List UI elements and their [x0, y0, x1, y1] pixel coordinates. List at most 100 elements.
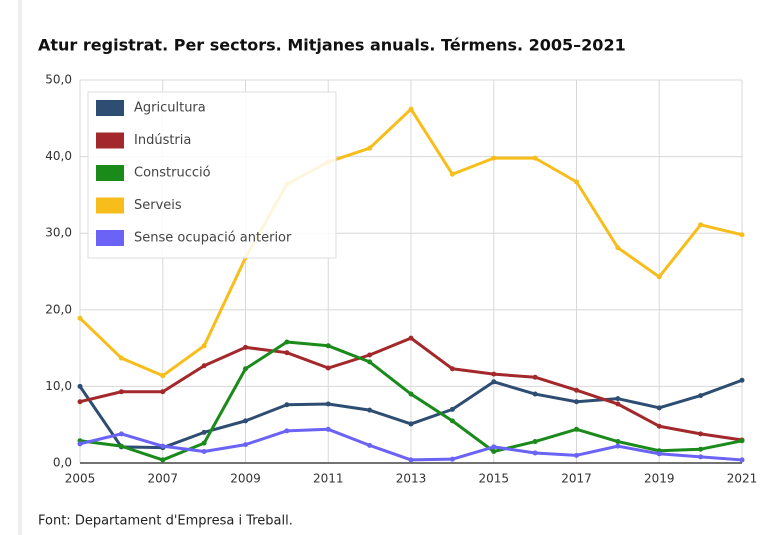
point: [201, 343, 207, 349]
point: [325, 401, 331, 407]
point: [77, 383, 83, 389]
point: [367, 359, 373, 365]
x-tick-label: 2015: [478, 472, 509, 486]
y-tick-label: 40,0: [45, 149, 72, 163]
point: [367, 352, 373, 358]
point: [574, 387, 579, 393]
point: [491, 371, 497, 377]
point: [615, 245, 621, 251]
point: [118, 431, 124, 437]
point: [739, 377, 745, 383]
point: [449, 406, 455, 412]
point: [615, 439, 621, 445]
legend-label: Indústria: [134, 133, 191, 148]
point: [491, 449, 497, 455]
point: [408, 457, 414, 463]
point: [118, 389, 124, 395]
y-tick-label: 0,0: [53, 456, 72, 470]
point: [698, 454, 704, 460]
legend-swatch: [96, 197, 124, 214]
point: [449, 456, 455, 462]
y-tick-label: 20,0: [45, 302, 72, 316]
point: [77, 441, 83, 447]
point: [367, 407, 373, 413]
legend-label: Agricultura: [134, 101, 206, 116]
point: [698, 222, 704, 228]
x-tick-label: 2011: [313, 472, 344, 486]
point: [325, 365, 331, 371]
point: [201, 363, 207, 369]
legend-swatch: [96, 132, 124, 149]
point: [698, 431, 704, 437]
x-tick-label: 2017: [561, 472, 592, 486]
point: [243, 418, 248, 424]
point: [201, 429, 207, 435]
point: [77, 315, 83, 321]
point: [532, 374, 538, 380]
point: [491, 379, 497, 385]
legend-label: Sense ocupació anterior: [134, 231, 292, 246]
point: [532, 450, 538, 456]
legend-swatch: [96, 100, 124, 116]
chart-title: Atur registrat. Per sectors. Mitjanes an…: [38, 36, 626, 55]
point: [532, 391, 538, 397]
point: [698, 393, 704, 399]
point: [449, 171, 455, 177]
point: [739, 457, 745, 463]
x-tick-label: 2021: [727, 472, 758, 486]
point: [367, 145, 373, 151]
legend-swatch: [96, 230, 124, 246]
point: [118, 355, 124, 361]
x-tick-label: 2005: [65, 472, 96, 486]
y-tick-label: 10,0: [45, 379, 72, 393]
point: [491, 155, 497, 161]
point: [408, 335, 414, 341]
point: [284, 339, 290, 345]
point: [77, 399, 83, 405]
point: [201, 449, 207, 455]
legend-label: Serveis: [134, 198, 182, 213]
source: Font: Departament d'Empresa i Treball.: [38, 514, 293, 529]
point: [698, 446, 704, 452]
point: [739, 438, 745, 444]
point: [118, 443, 124, 449]
point: [367, 442, 373, 448]
point: [574, 452, 579, 458]
point: [656, 451, 662, 457]
y-tick-label: 30,0: [45, 226, 72, 240]
point: [408, 391, 414, 397]
point: [408, 106, 414, 112]
point: [615, 401, 621, 407]
point: [284, 350, 290, 356]
legend-swatch: [96, 165, 124, 181]
point: [574, 426, 579, 432]
point: [160, 443, 166, 449]
point: [325, 426, 331, 432]
x-tick-label: 2007: [147, 472, 178, 486]
point: [739, 232, 745, 238]
point: [160, 457, 166, 463]
legend-box: [87, 91, 337, 259]
legend-label: Construcció: [134, 166, 211, 181]
point: [243, 442, 248, 448]
point: [532, 155, 538, 161]
point: [574, 179, 579, 185]
point: [449, 366, 455, 372]
y-tick-label: 50,0: [45, 73, 72, 87]
point: [284, 428, 290, 434]
point: [201, 440, 207, 446]
point: [656, 274, 662, 280]
point: [615, 443, 621, 449]
x-tick-label: 2013: [396, 472, 427, 486]
point: [656, 423, 662, 429]
x-tick-label: 2019: [644, 472, 675, 486]
point: [284, 402, 290, 408]
point: [449, 418, 455, 424]
point: [243, 366, 248, 372]
point: [243, 344, 248, 350]
point: [325, 343, 331, 349]
point: [574, 399, 579, 405]
point: [160, 373, 166, 379]
